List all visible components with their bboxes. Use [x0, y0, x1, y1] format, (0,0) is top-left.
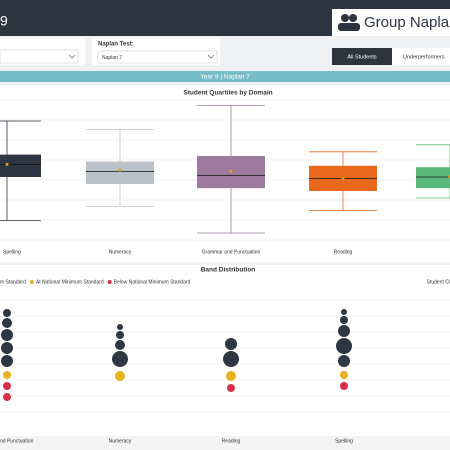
- box: [416, 167, 450, 189]
- dot: [338, 355, 350, 367]
- group-title: Group Naplan: [364, 14, 450, 31]
- tab-label[interactable]: Underperformers: [403, 54, 445, 60]
- dot: [340, 382, 348, 390]
- x-tick-label: Spelling: [335, 438, 353, 444]
- dot: [340, 316, 348, 324]
- mean: [118, 168, 122, 172]
- legend-label: Below National Minimum Standard: [114, 279, 191, 285]
- filter-select[interactable]: [0, 49, 79, 64]
- box: [0, 154, 41, 177]
- header-title: 9: [0, 13, 8, 29]
- dot: [3, 309, 11, 317]
- filter-select[interactable]: [97, 50, 218, 64]
- filter-label: Naplan Test:: [98, 42, 134, 48]
- mean: [341, 176, 345, 180]
- dot: [112, 351, 128, 367]
- legend-note: Student Cl: [427, 279, 450, 285]
- dot: [115, 371, 125, 381]
- dot: [341, 309, 347, 315]
- x-tick-label: Grammar and Punctuation: [202, 249, 261, 255]
- dot: [3, 382, 11, 390]
- dot: [340, 371, 348, 379]
- box: [86, 161, 154, 184]
- mean: [5, 162, 9, 166]
- dot: [3, 393, 11, 401]
- banner: [0, 71, 450, 82]
- dot: [1, 342, 13, 354]
- dot: [115, 340, 125, 350]
- dot: [1, 329, 13, 341]
- tab-label: All Students: [347, 54, 377, 60]
- dot: [223, 351, 239, 367]
- tab-active[interactable]: [332, 48, 392, 65]
- x-tick-label: Numeracy: [109, 249, 132, 255]
- legend-label: At National Minimum Standard: [36, 279, 104, 285]
- x-tick-label: Reading: [334, 249, 353, 255]
- x-tick-label: Spelling: [3, 249, 21, 255]
- dot: [117, 324, 123, 330]
- chart-title: Band Distribution: [201, 267, 256, 274]
- legend-swatch: [107, 280, 112, 284]
- filter-value: Naplan 7: [102, 55, 122, 61]
- chevron: [207, 54, 215, 59]
- mean: [229, 169, 233, 173]
- chevron: [68, 54, 76, 59]
- dot: [336, 338, 352, 354]
- dot: [227, 384, 235, 392]
- group-icon: [338, 14, 360, 31]
- dot: [225, 338, 237, 350]
- dot: [2, 318, 12, 328]
- dot: [116, 331, 124, 339]
- legend-swatch: [29, 280, 34, 284]
- banner-text: Year 9 | Naplan 7: [200, 74, 250, 81]
- dot: [338, 325, 350, 337]
- x-tick-label: nd Punctuation: [0, 438, 34, 444]
- x-tick-label: Reading: [222, 438, 241, 444]
- group-box: [332, 9, 450, 36]
- axis-strip: [0, 436, 450, 450]
- dot: [226, 371, 236, 381]
- legend-label: m Standard: [0, 279, 26, 285]
- x-tick-label: Numeracy: [109, 438, 132, 444]
- dot: [1, 355, 13, 367]
- dot: [3, 371, 11, 379]
- chart-title: Student Quartiles by Domain: [183, 90, 272, 97]
